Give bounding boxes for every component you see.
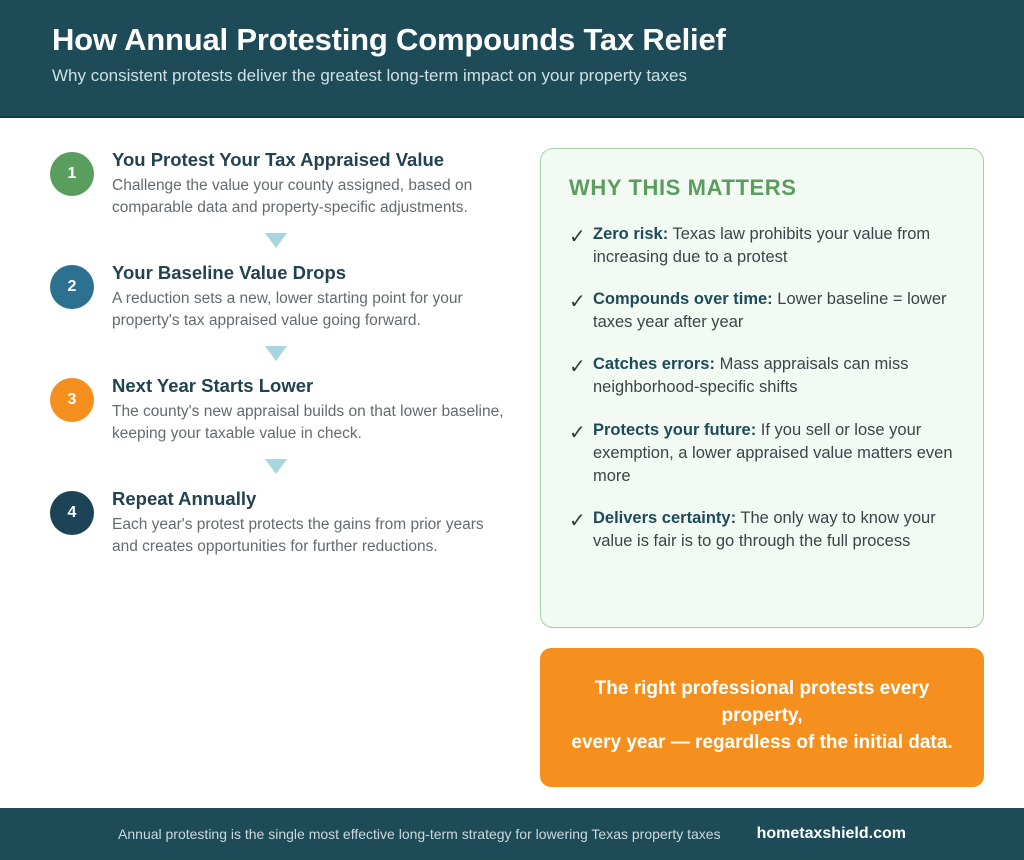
footer-note: Annual protesting is the single most eff… [118,826,721,842]
benefit-text: Delivers certainty: The only way to know… [593,507,953,553]
benefit-item: ✓ Catches errors: Mass appraisals can mi… [569,353,953,399]
benefit-label: Protects your future: [593,420,757,439]
step-connector [50,332,510,374]
main-content: 1 You Protest Your Tax Appraised Value C… [0,118,1024,808]
benefit-body: The only way to know your value is fair … [593,508,936,550]
chevron-down-triangle-icon [265,345,287,361]
benefit-label: Catches errors: [593,355,715,374]
benefit-item: ✓ Compounds over time: Lower baseline = … [569,288,953,334]
footer-brand: hometaxshield.com [756,825,906,842]
page-header: How Annual Protesting Compounds Tax Reli… [0,0,1024,118]
step-item: 4 Repeat Annually Each year's protest pr… [50,487,510,558]
step-number-badge-2: 2 [50,265,94,310]
steps-column: 1 You Protest Your Tax Appraised Value C… [40,148,510,558]
step-body: You Protest Your Tax Appraised Value Cha… [112,148,510,219]
step-body: Next Year Starts Lower The county's new … [112,374,510,445]
step-item: 1 You Protest Your Tax Appraised Value C… [50,148,510,219]
step-connector [50,445,510,487]
step-description: The county's new appraisal builds on tha… [112,403,504,443]
step-description: Challenge the value your county assigned… [112,177,473,217]
callout-line-1: The right professional protests every pr… [594,678,930,726]
check-icon: ✓ [569,291,586,314]
chevron-down-triangle-icon [265,232,287,248]
benefit-text: Protects your future: If you sell or los… [593,419,953,488]
benefit-text: Catches errors: Mass appraisals can miss… [593,353,953,399]
check-icon: ✓ [569,421,586,444]
step-title: Next Year Starts Lower [112,375,314,397]
page-footer: Annual protesting is the single most eff… [0,808,1024,860]
step-body: Repeat Annually Each year's protest prot… [112,487,510,558]
callout-line-2: every year — regardless of the initial d… [571,731,953,753]
check-icon: ✓ [569,509,586,532]
benefit-item: ✓ Protects your future: If you sell or l… [569,419,953,488]
step-title: Repeat Annually [112,488,257,510]
check-icon: ✓ [569,356,586,379]
benefit-text: Zero risk: Texas law prohibits your valu… [593,223,953,269]
benefit-text: Compounds over time: Lower baseline = lo… [593,288,953,334]
check-icon: ✓ [569,226,586,248]
step-title: Your Baseline Value Drops [112,262,347,284]
benefit-label: Zero risk: [593,225,669,243]
why-panel-heading: WHY THIS MATTERS [569,175,797,200]
callout-banner: The right professional protests every pr… [540,648,984,787]
benefit-body: If you sell or lose your exemption, a lo… [593,420,953,485]
benefit-item: ✓ Delivers certainty: The only way to kn… [569,507,953,553]
benefit-body: Texas law prohibits your value from incr… [593,225,931,267]
step-body: Your Baseline Value Drops A reduction se… [112,261,510,332]
step-description: A reduction sets a new, lower starting p… [112,290,463,330]
step-number-badge-4: 4 [50,491,94,536]
chevron-down-triangle-icon [265,458,287,474]
step-number-badge-3: 3 [50,378,94,423]
step-connector [50,219,510,261]
benefits-column: WHY THIS MATTERS ✓ Zero risk: Texas law … [510,148,984,787]
step-item: 2 Your Baseline Value Drops A reduction … [50,261,510,332]
benefit-item: ✓ Zero risk: Texas law prohibits your va… [569,223,953,269]
benefit-body: Mass appraisals can miss neighborhood-sp… [593,355,909,397]
page-subtitle: Why consistent protests deliver the grea… [52,65,687,85]
step-description: Each year's protest protects the gains f… [112,516,484,556]
step-item: 3 Next Year Starts Lower The county's ne… [50,374,510,445]
benefit-label: Compounds over time: [593,290,773,309]
benefit-label: Delivers certainty: [593,508,737,527]
step-number-badge-1: 1 [50,152,94,196]
why-this-matters-panel: WHY THIS MATTERS ✓ Zero risk: Texas law … [540,148,984,628]
page-title: How Annual Protesting Compounds Tax Reli… [52,22,726,57]
step-title: You Protest Your Tax Appraised Value [112,149,445,170]
benefit-body: Lower baseline = lower taxes year after … [593,290,947,332]
